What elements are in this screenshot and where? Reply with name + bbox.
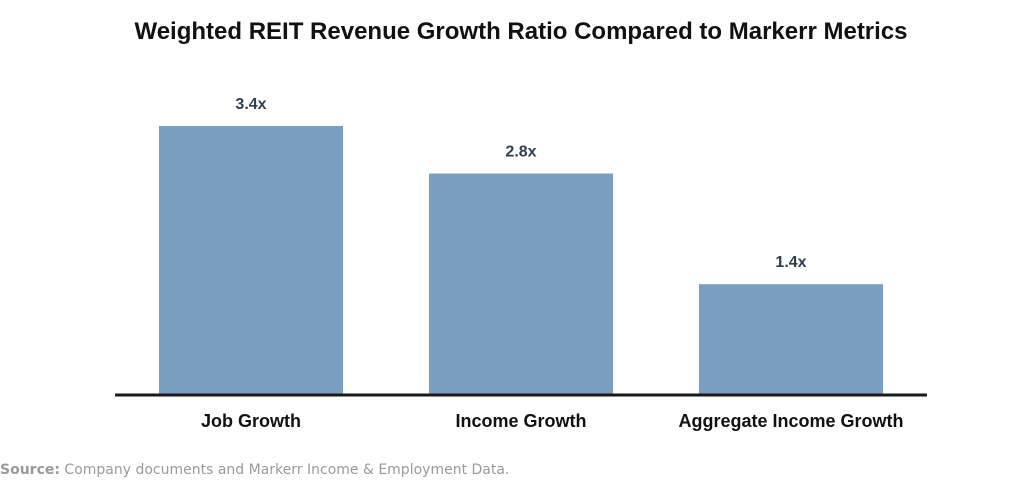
source-label: Source: [0,462,60,478]
bar-income-growth [429,173,613,395]
source-note: Source: Company documents and Markerr In… [0,462,509,478]
value-label: 1.4x [775,254,806,271]
x-tick-label: Job Growth [201,411,301,431]
value-labels-group: 3.4x 2.8x 1.4x [235,96,806,271]
x-tick-labels-group: Job Growth Income Growth Aggregate Income … [201,411,904,431]
value-label: 2.8x [505,144,536,161]
value-label: 3.4x [235,96,266,113]
bar-aggregate-income-growth [699,284,883,395]
x-tick-label: Income Growth [455,411,586,431]
source-text: Company documents and Markerr Income & E… [64,462,510,478]
x-tick-label: Aggregate Income Growth [678,411,903,431]
chart-title: Weighted REIT Revenue Growth Ratio Compa… [134,18,907,45]
bars-group [159,126,883,395]
bar-job-growth [159,126,343,395]
